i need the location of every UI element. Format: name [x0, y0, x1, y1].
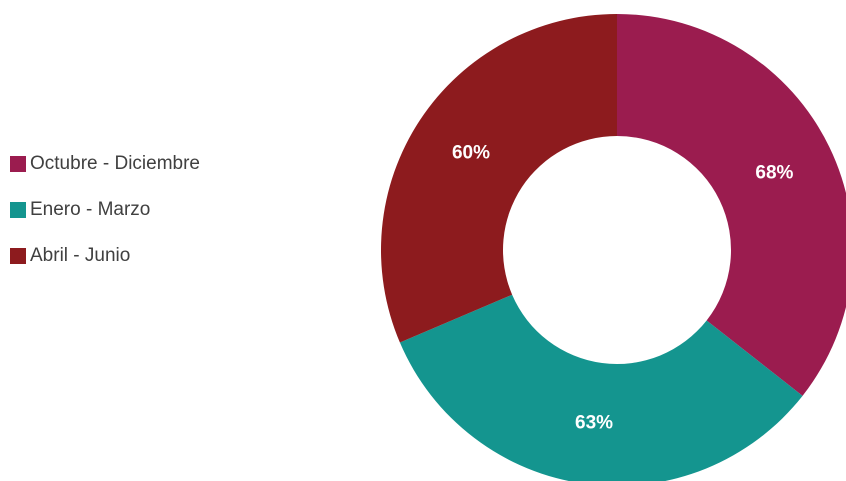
- legend-swatch-octubre-diciembre: [10, 156, 26, 172]
- legend-label-enero-marzo: Enero - Marzo: [30, 199, 151, 220]
- data-label-enero-marzo: 63%: [575, 413, 613, 434]
- donut-slice-octubre-diciembre: [617, 14, 846, 396]
- data-label-octubre-diciembre: 68%: [755, 163, 793, 184]
- donut-slice-abril-junio: [381, 14, 617, 343]
- legend-item-abril-junio: Abril - Junio: [10, 244, 270, 268]
- legend-swatch-enero-marzo: [10, 202, 26, 218]
- data-label-abril-junio: 60%: [452, 143, 490, 164]
- legend-label-abril-junio: Abril - Junio: [30, 245, 131, 266]
- legend-item-octubre-diciembre: Octubre - Diciembre: [10, 152, 270, 176]
- legend-label-octubre-diciembre: Octubre - Diciembre: [30, 153, 200, 174]
- legend-item-enero-marzo: Enero - Marzo: [10, 198, 270, 222]
- legend-swatch-abril-junio: [10, 248, 26, 264]
- donut-slice-enero-marzo: [399, 294, 803, 481]
- chart-legend: Octubre - Diciembre Enero - Marzo Abril …: [10, 152, 270, 290]
